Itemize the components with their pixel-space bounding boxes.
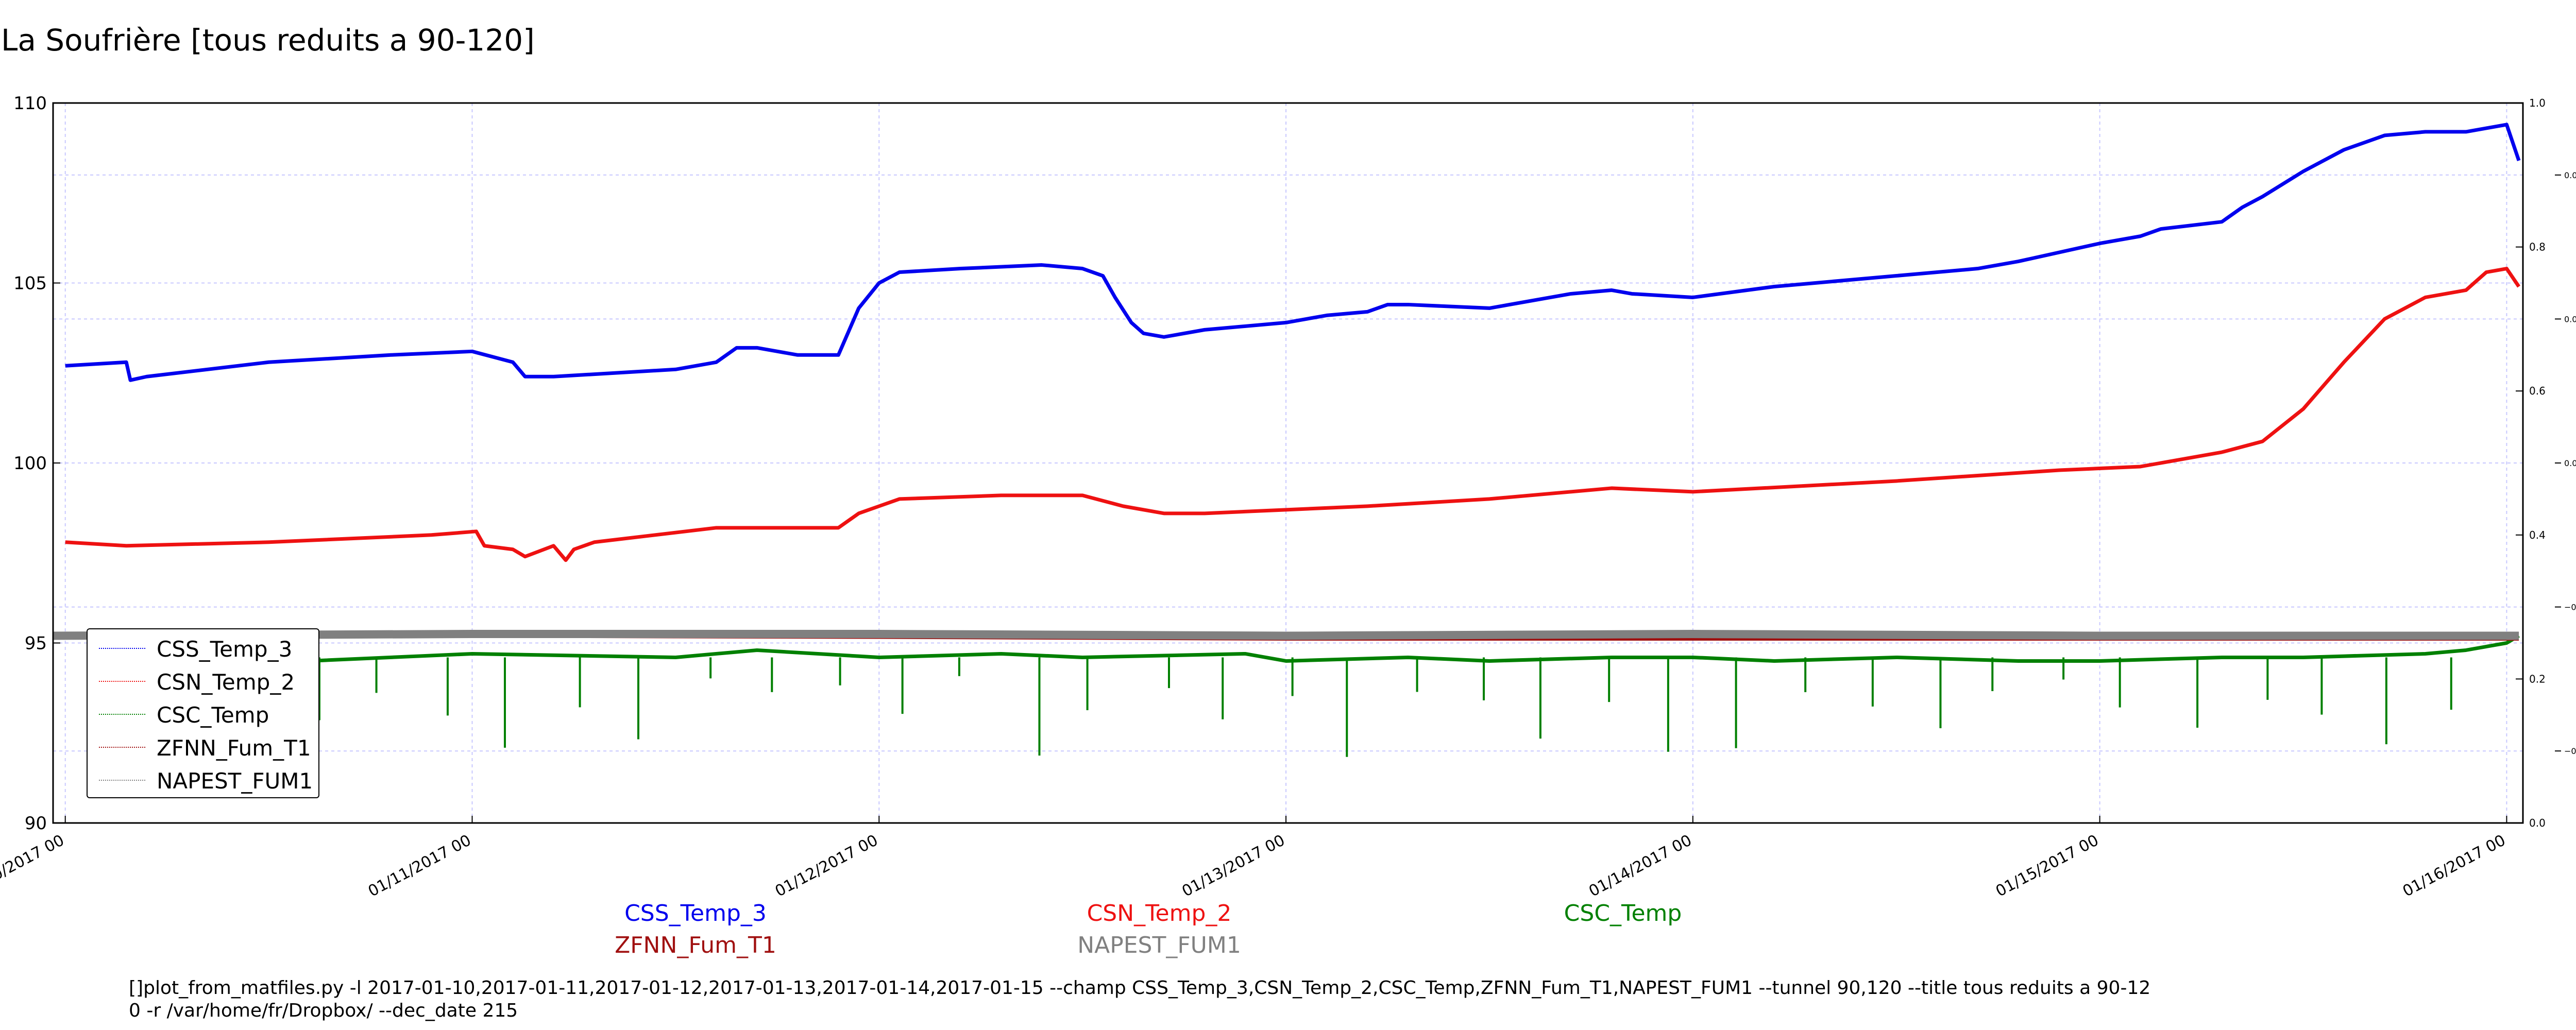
bottom-label-csn-temp-2: CSN_Temp_2 — [1087, 900, 1232, 926]
y2-tick-label: 0.6 — [2529, 385, 2546, 397]
y2-tick-label: 0.0 — [2529, 817, 2546, 829]
legend-label: ZFNN_Fum_T1 — [157, 735, 311, 761]
legend-swatch — [99, 681, 145, 682]
series-line-css-temp-3 — [65, 123, 2521, 382]
legend-swatch — [99, 648, 145, 649]
y3-tick-label: 0.04 — [2564, 170, 2576, 180]
legend-label: CSS_Temp_3 — [157, 637, 293, 662]
legend-swatch — [99, 780, 145, 781]
y3-tick-label: 0.02 — [2564, 314, 2576, 324]
series-line-csc-temp — [309, 634, 2520, 663]
legend-item: CSC_Temp — [88, 698, 318, 731]
x-tick-label: 01/12/2017 00 — [772, 831, 881, 900]
legend-label: CSN_Temp_2 — [157, 670, 295, 695]
y2-tick-label: 1.0 — [2529, 97, 2546, 109]
y-tick-label: 90 — [25, 813, 47, 834]
legend-item: NAPEST_FUM1 — [88, 764, 318, 797]
legend-label: NAPEST_FUM1 — [157, 768, 313, 794]
legend-item: CSS_Temp_3 — [88, 632, 318, 665]
bottom-label-css-temp-3: CSS_Temp_3 — [624, 900, 767, 926]
command-line: []plot_from_matfiles.py -l 2017-01-10,20… — [129, 977, 2150, 1022]
legend-item: ZFNN_Fum_T1 — [88, 731, 318, 764]
bottom-label-napest-fum1: NAPEST_FUM1 — [1077, 932, 1241, 958]
legend-swatch — [99, 714, 145, 715]
y2-tick-label: 0.8 — [2529, 241, 2546, 253]
x-tick-label: 01/10/2017 00 — [0, 831, 67, 900]
legend-item: CSN_Temp_2 — [88, 665, 318, 698]
y-tick-label: 110 — [13, 93, 47, 114]
y-tick-label: 105 — [13, 273, 47, 294]
x-tick-label: 01/11/2017 00 — [365, 831, 474, 900]
y2-tick-label: 0.4 — [2529, 529, 2546, 541]
command-line-1: []plot_from_matfiles.py -l 2017-01-10,20… — [129, 977, 2151, 999]
y3-tick-label: −0.04 — [2564, 746, 2576, 756]
bottom-label-zfnn-fum-t1: ZFNN_Fum_T1 — [615, 932, 776, 958]
series-line-csn-temp-2 — [65, 267, 2520, 562]
y2-tick-label: 0.2 — [2529, 673, 2546, 685]
y-tick-label: 95 — [25, 633, 47, 654]
x-tick-label: 01/15/2017 00 — [1993, 831, 2102, 900]
x-tick-label: 01/16/2017 00 — [2400, 831, 2509, 900]
y3-tick-label: 0.00 — [2564, 458, 2576, 468]
page-title: La Soufrière [tous reduits a 90-120] — [1, 23, 535, 58]
y-tick-label: 100 — [13, 453, 47, 474]
legend-label: CSC_Temp — [157, 702, 269, 728]
y3-tick-label: −0.02 — [2564, 603, 2576, 612]
x-tick-label: 01/13/2017 00 — [1179, 831, 1288, 900]
legend: CSS_Temp_3 CSN_Temp_2 CSC_Temp ZFNN_Fum_… — [87, 628, 319, 798]
legend-swatch — [99, 747, 145, 748]
series-line-napest-fum1 — [53, 630, 2519, 640]
x-tick-label: 01/14/2017 00 — [1586, 831, 1694, 900]
command-line-2: 0 -r /var/home/fr/Dropbox/ --dec_date 21… — [129, 1000, 518, 1021]
bottom-label-csc-temp: CSC_Temp — [1564, 900, 1682, 926]
